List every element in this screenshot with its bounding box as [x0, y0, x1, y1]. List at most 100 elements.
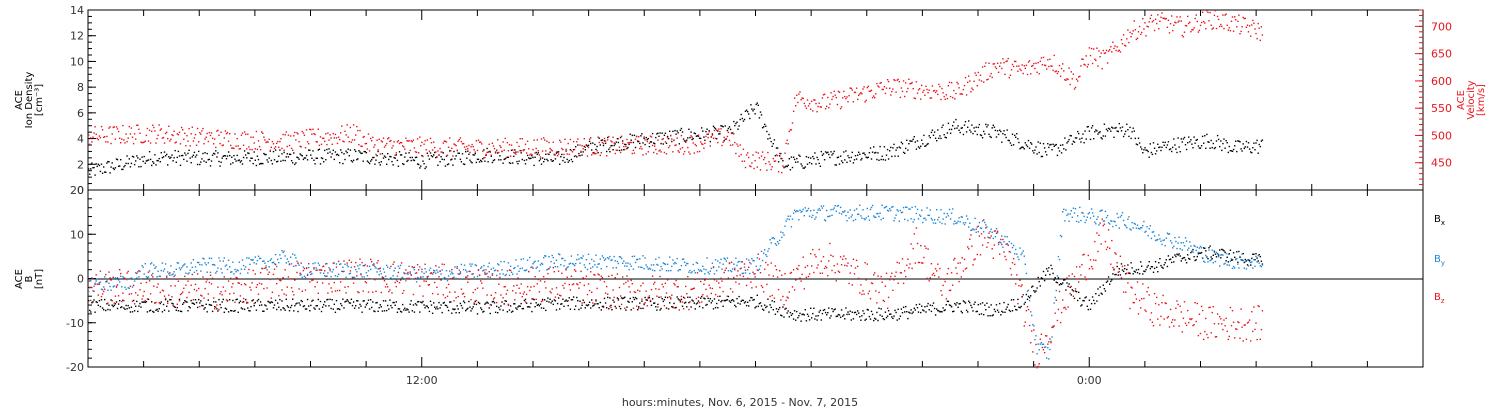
- velocity-point: [964, 76, 967, 79]
- bx-point: [565, 299, 567, 301]
- velocity-point: [1255, 32, 1257, 35]
- velocity-point: [655, 148, 657, 151]
- velocity-point: [820, 106, 822, 108]
- bz-point: [316, 281, 318, 283]
- velocity-point: [916, 92, 919, 94]
- bz-point: [259, 272, 262, 274]
- by-point: [547, 268, 549, 270]
- bx-point: [1193, 256, 1195, 258]
- density-point: [531, 155, 533, 157]
- bx-point: [971, 306, 973, 309]
- bx-point: [155, 309, 157, 311]
- velocity-point: [994, 66, 997, 68]
- velocity-point: [225, 133, 228, 135]
- by-point: [510, 271, 513, 273]
- density-point: [765, 125, 767, 127]
- density-point: [439, 161, 441, 163]
- velocity-point: [785, 142, 787, 145]
- density-point: [450, 159, 452, 161]
- by-point: [748, 259, 750, 261]
- density-point: [193, 151, 196, 154]
- density-point: [1106, 130, 1109, 132]
- velocity-point: [987, 78, 989, 80]
- by-point: [570, 255, 573, 257]
- bz-point: [664, 282, 667, 284]
- bx-point: [714, 306, 717, 309]
- bx-point: [1252, 253, 1254, 255]
- by-point: [1062, 211, 1064, 213]
- velocity-point: [1234, 16, 1236, 18]
- bx-point: [996, 309, 999, 311]
- bx-point: [801, 313, 803, 316]
- bx-point: [635, 298, 638, 300]
- bz-point: [166, 276, 168, 278]
- velocity-point: [240, 134, 243, 136]
- bx-point: [932, 302, 935, 304]
- bx-point: [834, 308, 836, 310]
- by-point: [1195, 249, 1197, 252]
- by-point: [698, 270, 701, 272]
- bx-point: [871, 313, 874, 316]
- density-point: [587, 144, 590, 146]
- velocity-point: [869, 90, 872, 92]
- velocity-point: [1173, 24, 1175, 26]
- density-point: [1177, 137, 1179, 139]
- by-point: [989, 230, 991, 233]
- density-point: [364, 151, 366, 153]
- bz-point: [462, 292, 465, 295]
- bz-point: [125, 278, 127, 280]
- density-point: [1037, 141, 1039, 143]
- bz-point: [666, 279, 669, 281]
- bx-point: [289, 306, 292, 309]
- bx-point: [292, 298, 294, 300]
- velocity-point: [168, 125, 170, 127]
- bx-point: [320, 310, 323, 313]
- velocity-point: [169, 140, 171, 142]
- velocity-point: [242, 144, 245, 146]
- velocity-point: [342, 140, 344, 142]
- density-point: [313, 159, 315, 161]
- bx-point: [911, 312, 913, 315]
- bx-point: [628, 301, 630, 303]
- by-point: [961, 216, 963, 218]
- density-point: [1161, 146, 1163, 148]
- by-point: [1154, 239, 1157, 242]
- velocity-point: [235, 145, 237, 147]
- bz-point: [576, 283, 578, 285]
- velocity-point: [1156, 22, 1158, 25]
- bx-point: [1069, 286, 1071, 288]
- bz-point: [94, 283, 96, 286]
- velocity-point: [1110, 46, 1112, 48]
- bz-point: [99, 270, 102, 272]
- velocity-point: [1248, 25, 1251, 27]
- by-point: [227, 259, 230, 261]
- density-point: [216, 156, 218, 158]
- velocity-point: [1016, 65, 1018, 67]
- bx-point: [630, 309, 632, 311]
- bz-point: [554, 296, 557, 298]
- by-point: [700, 269, 702, 271]
- bx-point: [123, 307, 125, 309]
- velocity-point: [745, 154, 748, 156]
- velocity-point: [466, 145, 468, 148]
- density-point: [984, 133, 986, 135]
- velocity-point: [130, 127, 133, 129]
- velocity-point: [1184, 24, 1187, 27]
- density-point: [245, 154, 247, 156]
- density-point: [415, 156, 418, 158]
- by-point: [1166, 232, 1169, 234]
- density-point: [925, 145, 927, 147]
- velocity-point: [786, 139, 788, 141]
- velocity-point: [1035, 62, 1037, 64]
- bz-point: [283, 293, 285, 295]
- bx-point: [555, 309, 558, 311]
- density-point: [752, 110, 754, 112]
- bz-point: [643, 303, 645, 305]
- bx-point: [113, 304, 115, 307]
- by-point: [618, 256, 621, 258]
- bx-point: [957, 306, 959, 308]
- bz-point: [226, 299, 229, 302]
- density-point: [520, 152, 522, 154]
- density-point: [618, 149, 621, 152]
- velocity-point: [863, 86, 865, 88]
